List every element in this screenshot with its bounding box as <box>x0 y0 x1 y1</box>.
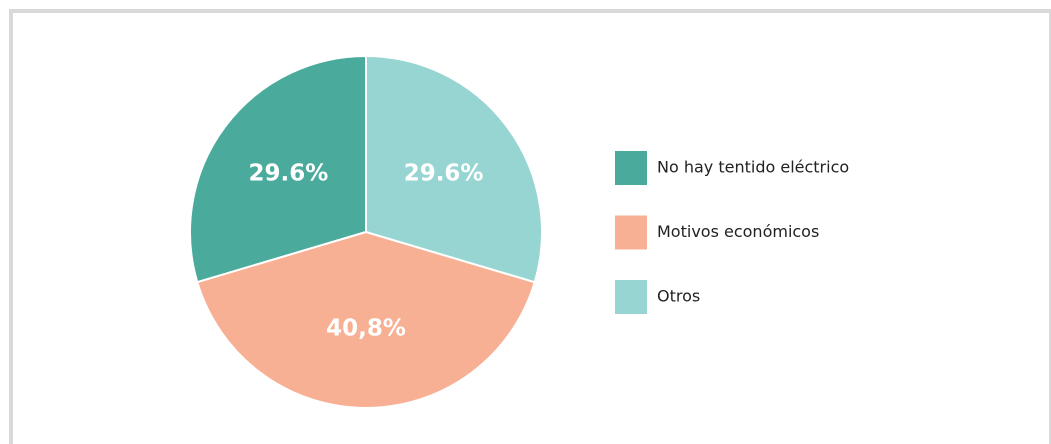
pie-slice <box>196 230 536 409</box>
slice-label: 29.6% <box>249 161 329 187</box>
legend-label: Motivos económicos <box>657 222 819 241</box>
legend-swatch <box>615 215 647 250</box>
legend-swatch <box>615 280 647 314</box>
legend-label: No hay tentido eléctrico <box>657 158 849 177</box>
pie-slice <box>189 54 367 284</box>
legend-swatch <box>615 151 647 185</box>
slice-label: 29.6% <box>404 161 484 187</box>
pie-slice <box>365 54 543 284</box>
legend-label: Otros <box>657 287 700 306</box>
frame <box>9 9 1051 444</box>
slice-label: 40,8% <box>326 315 406 341</box>
